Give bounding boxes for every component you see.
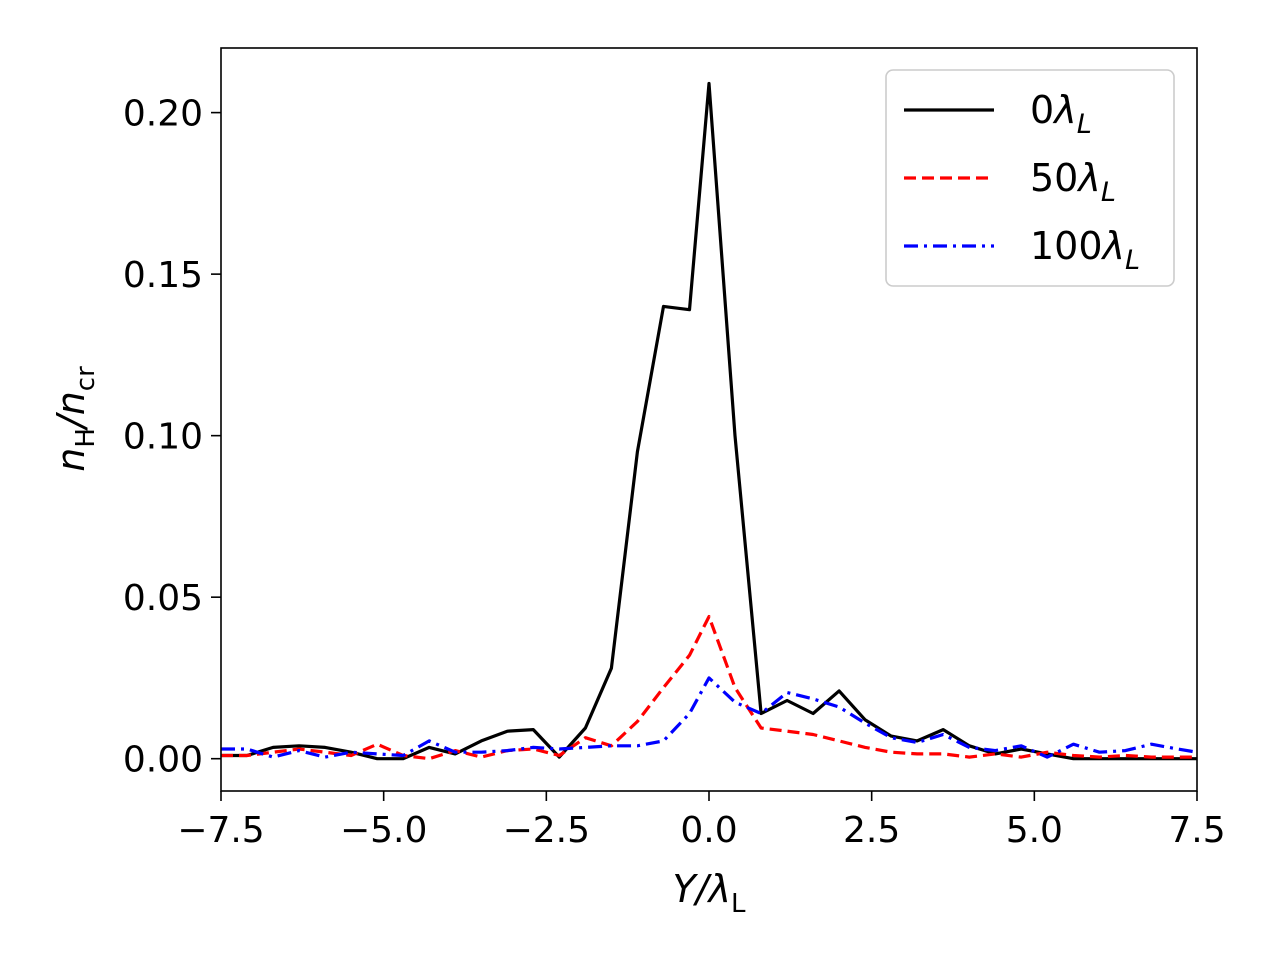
x-tick-label: 0.0 [680, 810, 737, 851]
series-line-2 [221, 676, 1198, 759]
x-tick-label: 5.0 [1006, 810, 1063, 851]
legend-box [885, 69, 1175, 287]
y-tick-label: 0.10 [123, 417, 203, 458]
x-axis-label: Y/λL [672, 867, 746, 919]
x-tick-label: −5.0 [340, 810, 427, 851]
legend-label-2: 100λL [1030, 224, 1140, 276]
y-tick-label: 0.00 [123, 740, 203, 781]
legend-label-1: 50λL [1030, 156, 1116, 208]
legend-label-0: 0λL [1030, 88, 1092, 140]
legend: 0λL 50λL 100λL [885, 69, 1175, 287]
x-tick-label: −2.5 [503, 810, 590, 851]
legend-items: 0λL 50λL 100λL [904, 88, 1140, 276]
y-tick-label: 0.15 [123, 255, 203, 296]
y-tick-label: 0.05 [123, 578, 203, 619]
x-tick-label: 2.5 [843, 810, 900, 851]
y-axis-label: nH/ncr [49, 366, 101, 472]
x-tick-label: 7.5 [1168, 810, 1225, 851]
tick-layer: −7.5 −5.0 −2.5 0.0 2.5 5.0 7.5 0.00 0.05 0.10 0.15… [123, 94, 1226, 851]
series-line-1 [221, 614, 1197, 761]
series-layer [221, 81, 1198, 761]
y-tick-label: 0.20 [123, 94, 203, 135]
x-tick-label: −7.5 [177, 810, 264, 851]
